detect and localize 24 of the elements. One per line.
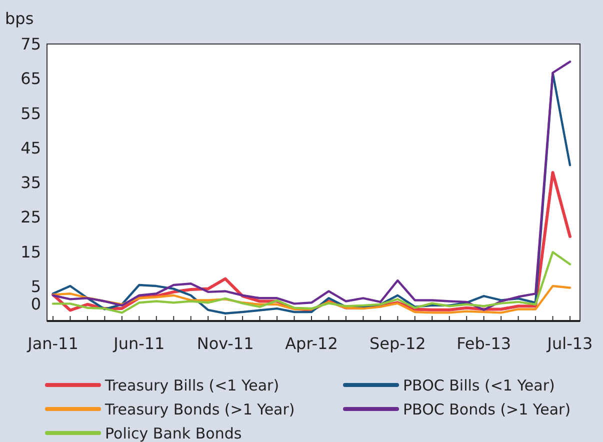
x-tick-label: Nov-11 [196, 334, 254, 353]
line-series [52, 284, 572, 314]
legend-label: Treasury Bonds (>1 Year) [104, 400, 295, 418]
y-tick-label: 35 [20, 173, 41, 192]
y-tick-label: 55 [20, 104, 41, 123]
x-tick-label: Jun-11 [112, 334, 165, 353]
legend-label: PBOC Bonds (>1 Year) [403, 400, 571, 418]
x-tick-label: Feb-13 [456, 334, 512, 353]
y-tick-label: 0 [30, 294, 41, 314]
y-tick-label: 5 [30, 276, 41, 296]
y-tick-label: 25 [20, 208, 41, 227]
y-tick-label: 65 [20, 69, 41, 88]
y-tick-label: 15 [20, 242, 41, 262]
legend-label: PBOC Bills (<1 Year) [403, 376, 555, 394]
y-tick-label: 45 [20, 138, 41, 158]
x-tick-label: Jan-11 [26, 334, 78, 353]
legend-label: Treasury Bills (<1 Year) [104, 376, 280, 394]
y-axis-title: bps [5, 9, 34, 28]
x-tick-label: Apr-12 [285, 334, 338, 353]
line-series [52, 250, 572, 314]
x-tick-label: Sep-12 [370, 334, 426, 353]
y-tick-label: 75 [20, 34, 41, 54]
legend-label: Policy Bank Bonds [105, 424, 242, 442]
x-tick-label: Jul-13 [546, 334, 593, 353]
